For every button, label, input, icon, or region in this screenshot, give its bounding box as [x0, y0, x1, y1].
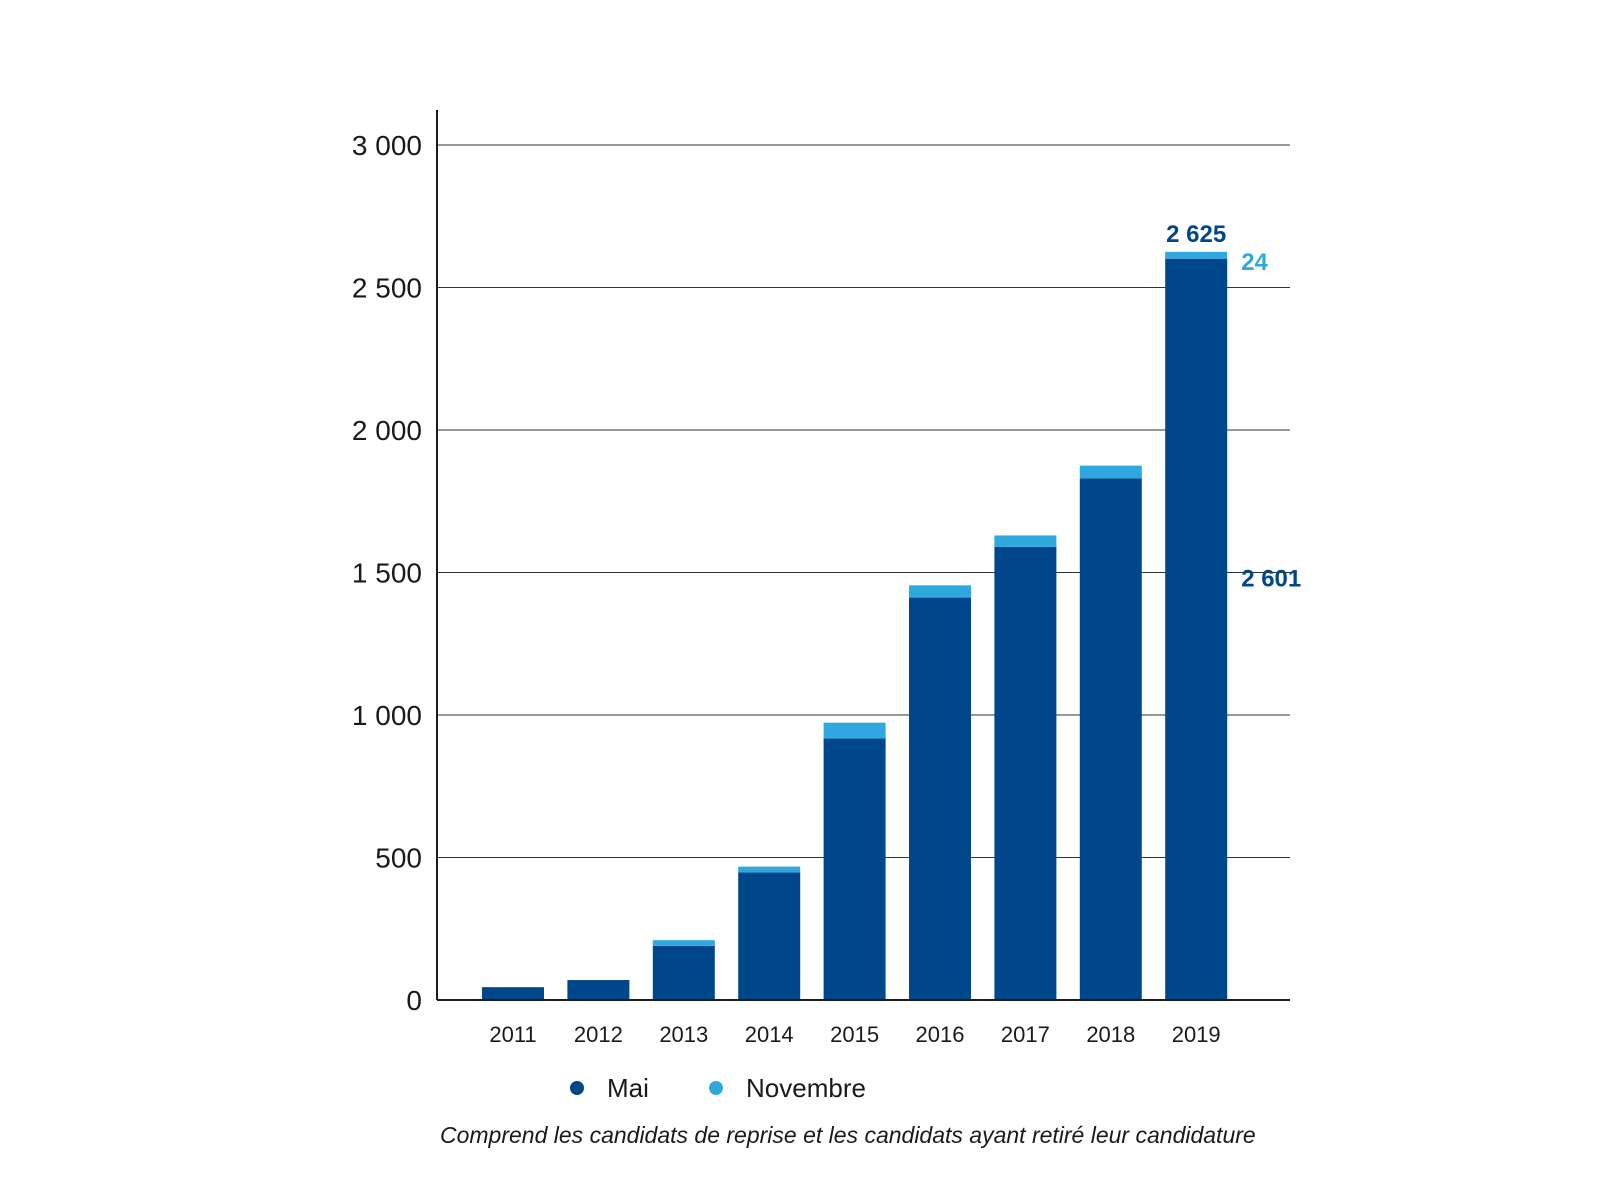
- bar-mai-2012: [567, 980, 630, 1000]
- annotation-total-2019: 2 625: [1166, 221, 1226, 248]
- legend-dot-mai: [570, 1081, 584, 1095]
- legend: Mai Novembre: [570, 1073, 866, 1103]
- bar-mai-2014: [738, 872, 801, 1000]
- bar-mai-2018: [1079, 478, 1142, 1000]
- bar-novembre-2018: [1079, 465, 1142, 479]
- bar-mai-2016: [909, 597, 971, 1000]
- x-tick-label-2019: 2019: [1172, 1022, 1221, 1047]
- gridlines: [437, 144, 1290, 858]
- x-tick-label-2012: 2012: [574, 1022, 623, 1047]
- y-tick-label-3000: 3 000: [352, 130, 422, 161]
- annotation-mai-2019: 2 601: [1241, 566, 1301, 593]
- x-tick-label-2014: 2014: [745, 1022, 794, 1047]
- y-tick-label-500: 500: [375, 843, 422, 874]
- legend-label-novembre: Novembre: [746, 1073, 866, 1103]
- bar-mai-2013: [652, 945, 715, 1000]
- legend-label-mai: Mai: [607, 1073, 649, 1103]
- x-tick-label-2018: 2018: [1086, 1022, 1135, 1047]
- y-tick-label-0: 0: [406, 985, 422, 1016]
- bar-mai-2019: [1165, 258, 1228, 1001]
- bar-novembre-2017: [994, 535, 1057, 547]
- x-axis-labels: 2011 2012 2013 2014 2015 2016 2017 2018 2019: [489, 1022, 1220, 1047]
- chart-footnote: Comprend les candidats de reprise et les…: [440, 1122, 1256, 1148]
- bar-mai-2017: [994, 546, 1057, 1000]
- y-tick-label-2500: 2 500: [352, 273, 422, 304]
- x-tick-label-2017: 2017: [1001, 1022, 1050, 1047]
- bar-mai-2011: [482, 987, 544, 1000]
- annotation-novembre-2019: 24: [1241, 249, 1268, 276]
- x-tick-label-2011: 2011: [489, 1022, 536, 1047]
- bar-novembre-2014: [738, 866, 801, 873]
- y-axis-ticks: 0 500 1 000 1 500 2 000 2 500 3 000: [352, 130, 422, 1016]
- bar-novembre-2016: [909, 585, 971, 598]
- data-annotations: 2 625 24 2 601: [1166, 221, 1301, 593]
- legend-dot-novembre: [709, 1081, 723, 1095]
- x-tick-label-2016: 2016: [916, 1022, 965, 1047]
- bar-novembre-2013: [652, 940, 715, 946]
- bars: [482, 251, 1228, 1001]
- x-tick-label-2015: 2015: [830, 1022, 879, 1047]
- bar-mai-2015: [823, 738, 886, 1000]
- bar-novembre-2019: [1165, 251, 1228, 259]
- y-tick-label-1000: 1 000: [352, 700, 422, 731]
- y-tick-label-2000: 2 000: [352, 415, 422, 446]
- x-tick-label-2013: 2013: [659, 1022, 708, 1047]
- bar-novembre-2015: [823, 722, 886, 739]
- y-tick-label-1500: 1 500: [352, 558, 422, 589]
